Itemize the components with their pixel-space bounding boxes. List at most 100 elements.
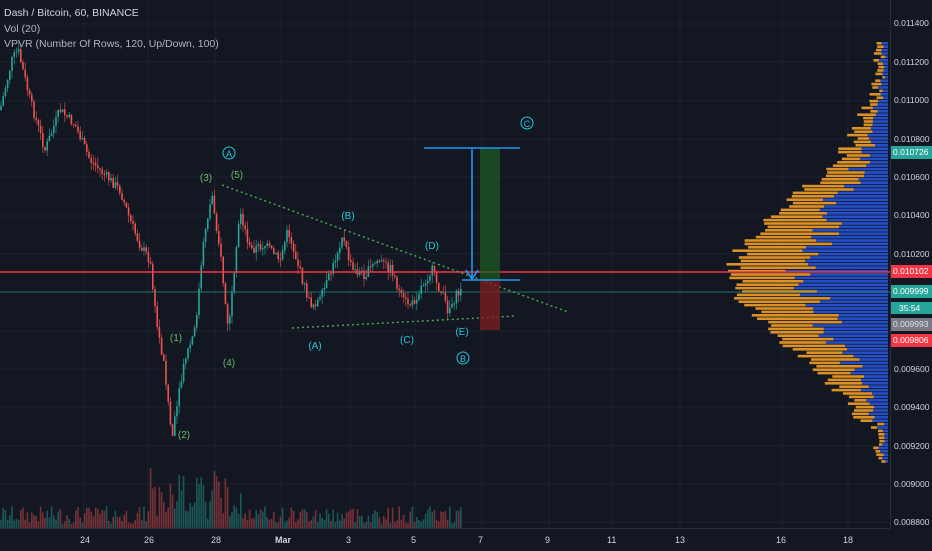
candle-body (383, 260, 385, 262)
vpvr-down-row (728, 269, 786, 273)
candle-body (79, 131, 81, 140)
vpvr-up-row (872, 130, 888, 133)
volume-bar (112, 516, 114, 528)
candle-body (86, 144, 88, 152)
candle-body (171, 424, 174, 436)
candle-body (22, 62, 24, 70)
volume-bar (202, 484, 205, 528)
volume-bar (174, 508, 176, 528)
vpvr-up-row (884, 422, 888, 426)
vpvr-up-row (860, 181, 888, 184)
vpvr-up-row (815, 266, 888, 269)
time-tick: 28 (211, 535, 222, 545)
volume-bar (295, 522, 297, 528)
long-stop-zone[interactable] (480, 280, 500, 330)
vpvr-down-row (876, 453, 884, 456)
vpvr-up-row (864, 171, 888, 174)
candle-body (411, 300, 414, 306)
time-axis[interactable]: 24 26 28 Mar 3 5 7 9 11 13 16 18 (0, 528, 890, 551)
vpvr-up-row (833, 195, 888, 198)
volume-bar (325, 509, 328, 528)
volume-bar (385, 519, 387, 528)
candle-body (279, 259, 282, 261)
volume-bar (356, 509, 359, 528)
vpvr-down-row (768, 320, 842, 324)
vpvr-up-row (875, 113, 888, 116)
vpvr-down-row (755, 235, 812, 239)
wave-e-label: (E) (455, 327, 468, 338)
vpvr-up-row (881, 52, 888, 55)
volume-bar (435, 519, 438, 528)
vpvr-down-row (863, 120, 873, 123)
candle-body (59, 110, 62, 113)
vpvr-down-row (832, 375, 865, 378)
vpvr-up-row (818, 334, 888, 337)
candle-body (158, 326, 161, 338)
vpvr-up-row (877, 99, 888, 103)
vpvr-up-row (877, 110, 888, 113)
volume-bar (127, 522, 130, 528)
price-axis[interactable]: 0.011400 0.011200 0.011000 0.010800 0.01… (890, 0, 932, 528)
vpvr-up-row (883, 96, 888, 99)
volume-bar (176, 500, 178, 528)
vpvr-down-row (863, 123, 873, 127)
vpvr-up-row (809, 256, 888, 259)
volume-bar (13, 520, 15, 528)
volume-bar (145, 521, 147, 528)
volume-bar (264, 506, 266, 528)
lower-trendline[interactable] (291, 315, 517, 329)
candle-body (229, 316, 231, 324)
candle-body (374, 263, 376, 265)
upper-trendline[interactable] (221, 184, 569, 313)
volume-bar (11, 506, 13, 528)
volume-bar (290, 507, 293, 528)
vpvr-up-row (873, 409, 888, 412)
vpvr-up-row (805, 259, 888, 263)
volume-bar (332, 509, 334, 528)
target-arrow-head (465, 269, 479, 281)
candle-body (209, 204, 211, 219)
wave-1-label: (1) (170, 333, 182, 344)
volume-bar (211, 490, 213, 528)
vpvr-up-row (884, 436, 888, 439)
volume-bar (226, 487, 229, 528)
candle-body (125, 202, 128, 208)
wave-a-label: (A) (308, 341, 321, 352)
volume-bar (389, 522, 392, 528)
candle-body (358, 272, 361, 275)
candle-body (286, 229, 288, 243)
wave-a-circle-label: A (226, 149, 232, 159)
candle-body (90, 157, 92, 163)
candle-body (323, 288, 326, 290)
volume-bar (231, 511, 233, 528)
price-tick: 0.011400 (894, 18, 929, 28)
symbol-title[interactable]: Dash / Bitcoin, 60, BINANCE (4, 7, 139, 19)
volume-bar (405, 522, 407, 528)
candle-body (385, 261, 387, 263)
long-target-zone[interactable] (480, 148, 500, 280)
volume-bar (411, 506, 414, 528)
volume-bar (88, 507, 90, 528)
candle-body (50, 133, 53, 136)
volume-bar (53, 515, 55, 528)
vpvr-up-row (794, 276, 888, 280)
volume-indicator-label[interactable]: Vol (20) (4, 23, 41, 35)
vpvr-indicator-label[interactable]: VPVR (Number Of Rows, 120, Up/Down, 100) (4, 38, 219, 50)
vpvr-up-row (872, 419, 888, 422)
wave-c-label: (C) (400, 335, 414, 346)
candle-body (215, 213, 218, 231)
candle-body (336, 252, 339, 261)
vpvr-down-row (846, 154, 871, 157)
vpvr-down-row (832, 164, 867, 167)
volume-bar (455, 510, 458, 528)
candle-body (66, 115, 68, 117)
volume-bar (334, 522, 337, 528)
vpvr-up-row (818, 252, 888, 256)
volume-bar (433, 510, 436, 528)
volume-bar (284, 522, 286, 528)
candle-body (253, 247, 255, 253)
candle-body (457, 290, 460, 296)
volume-bar (79, 517, 81, 528)
price-chart[interactable]: A B C (1) (2) (3) (4) (5) (A) (B) (C) (D… (0, 0, 890, 528)
vpvr-up-row (885, 460, 888, 463)
